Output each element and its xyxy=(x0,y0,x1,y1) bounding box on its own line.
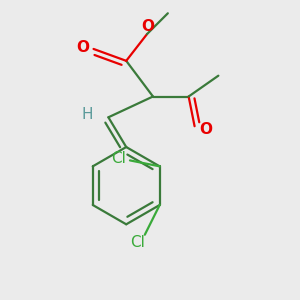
Text: Cl: Cl xyxy=(130,235,145,250)
Text: O: O xyxy=(200,122,212,137)
Text: O: O xyxy=(141,19,154,34)
Text: H: H xyxy=(82,107,93,122)
Text: O: O xyxy=(76,40,90,55)
Text: Cl: Cl xyxy=(111,151,126,166)
